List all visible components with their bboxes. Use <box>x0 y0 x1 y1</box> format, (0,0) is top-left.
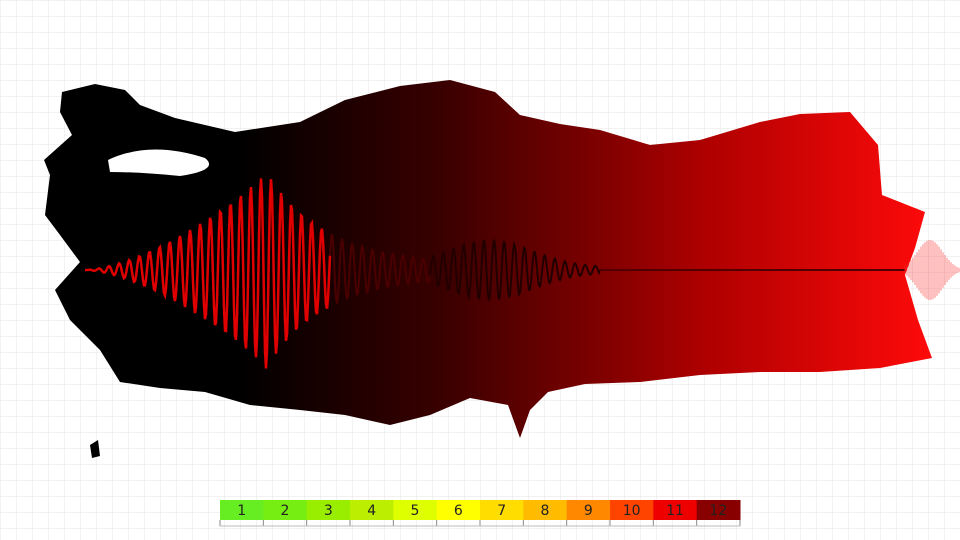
scale-label: 10 <box>623 503 641 519</box>
scale-swatch <box>480 500 524 520</box>
scale-swatch <box>350 500 394 520</box>
wave-segment <box>429 239 601 301</box>
scale-swatch <box>653 500 698 520</box>
scale-label: 8 <box>541 503 550 519</box>
scale-label: 12 <box>709 503 727 519</box>
scale-label: 4 <box>367 503 376 519</box>
scale-label: 3 <box>324 503 333 519</box>
sea-of-marmara <box>108 149 210 176</box>
scale-label: 11 <box>666 503 684 519</box>
scale-label: 6 <box>454 503 463 519</box>
scale-swatch <box>306 500 351 520</box>
scale-swatch <box>566 500 611 520</box>
scale-swatch <box>220 500 264 520</box>
scale-swatch <box>393 500 438 520</box>
wave-segment <box>329 233 431 304</box>
island <box>90 440 100 458</box>
scale-swatch <box>696 500 741 520</box>
intensity-scale: 1 2 3 4 5 6 7 8 9 10 11 12 <box>219 500 741 527</box>
seismic-wave <box>85 178 960 369</box>
scale-label: 5 <box>411 503 420 519</box>
scale-swatch <box>610 500 654 520</box>
scale-label: 1 <box>237 503 246 519</box>
scale-swatch <box>263 500 308 520</box>
scale-swatch <box>436 500 481 520</box>
scale-label: 9 <box>584 503 593 519</box>
scale-label: 2 <box>281 503 290 519</box>
scale-swatch <box>523 500 568 520</box>
wave-segment <box>85 178 332 369</box>
scale-label: 7 <box>497 503 506 519</box>
